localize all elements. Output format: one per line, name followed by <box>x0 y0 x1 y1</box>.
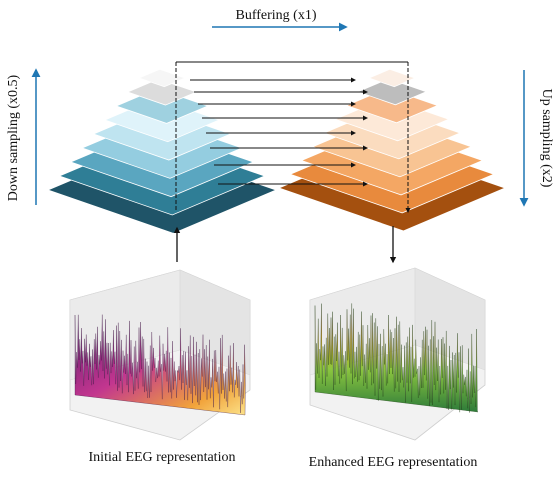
skip-connections <box>175 61 411 213</box>
initial-eeg-caption: Initial EEG representation <box>89 450 236 465</box>
buffering-label-group: Buffering (x1) <box>212 8 348 32</box>
pyrRight-layer-8 <box>367 68 417 88</box>
surface-left <box>74 314 246 416</box>
buffering-label: Buffering (x1) <box>236 8 317 23</box>
initial-eeg-surface-plot <box>69 269 251 441</box>
down-sampling-group: Down sampling (x0.5) <box>6 68 41 205</box>
up-sampling-group: Up sampling (x2) <box>519 70 554 207</box>
enhanced-eeg-surface-plot <box>309 267 486 441</box>
surface-right <box>314 303 479 413</box>
pyrLeft-layer-8 <box>137 68 187 88</box>
down-sampling-label: Down sampling (x0.5) <box>6 74 21 201</box>
up-sampling-label: Up sampling (x2) <box>539 89 554 188</box>
pyrRight-layer-7 <box>356 78 428 106</box>
enhanced-eeg-caption: Enhanced EEG representation <box>309 455 478 470</box>
downsampling-pyramid <box>46 68 278 234</box>
upsampling-pyramid <box>277 68 507 232</box>
